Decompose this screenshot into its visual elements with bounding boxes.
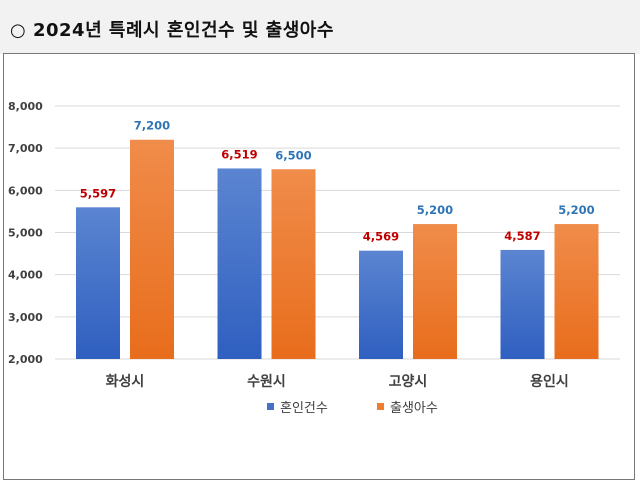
bar-births [271, 169, 316, 359]
bar-marriages [359, 250, 403, 359]
y-tick-label: 8,000 [8, 100, 43, 113]
legend-swatch [377, 403, 384, 410]
data-label: 7,200 [134, 119, 170, 133]
bar-births [554, 224, 599, 359]
legend-label: 출생아수 [390, 401, 438, 416]
bar-births [130, 139, 174, 359]
x-tick-label: 수원시 [247, 374, 286, 390]
x-tick-label: 용인시 [530, 373, 569, 390]
bar-births [413, 224, 457, 359]
y-tick-label: 2,000 [8, 353, 43, 366]
title-bar: ○ 2024년 특례시 혼인건수 및 출생아수 [0, 0, 640, 54]
data-label: 5,200 [558, 203, 594, 217]
data-label: 5,200 [417, 203, 453, 217]
x-tick-label: 화성시 [106, 374, 145, 390]
data-label: 4,569 [363, 230, 399, 244]
y-tick-label: 4,000 [8, 269, 43, 282]
data-label: 6,519 [221, 147, 257, 161]
data-label: 5,597 [80, 186, 116, 200]
y-tick-label: 3,000 [8, 311, 43, 324]
bar-marriages [217, 168, 262, 359]
y-tick-label: 6,000 [8, 184, 43, 197]
y-tick-label: 7,000 [8, 142, 43, 155]
data-label: 6,500 [275, 148, 311, 162]
legend-label: 혼인건수 [280, 401, 328, 416]
page-title: ○ 2024년 특례시 혼인건수 및 출생아수 [10, 20, 334, 41]
data-label: 4,587 [504, 229, 540, 243]
bar-marriages [76, 207, 120, 359]
x-tick-label: 고양시 [389, 374, 428, 390]
legend-swatch [267, 403, 274, 410]
bar-marriages [500, 249, 545, 359]
y-tick-label: 5,000 [8, 227, 43, 240]
